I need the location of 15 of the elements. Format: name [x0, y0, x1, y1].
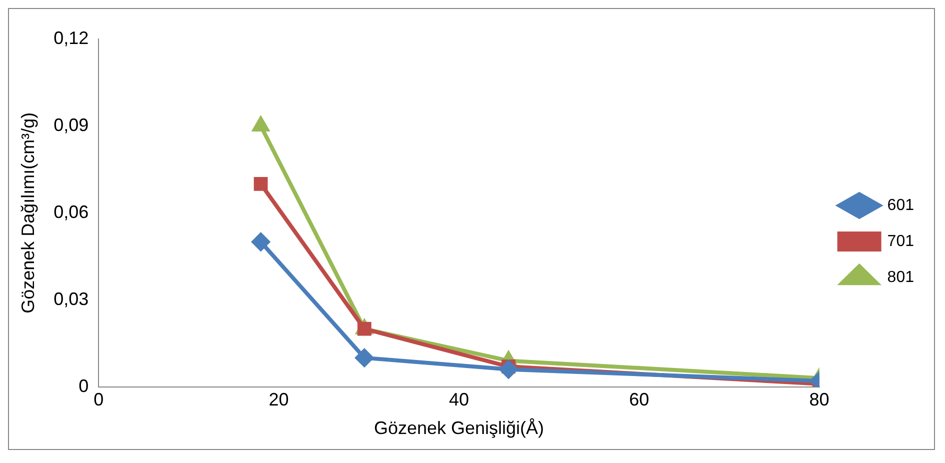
x-tick-label: 20 [268, 390, 289, 410]
y-tick-label: 0,09 [54, 114, 89, 135]
y-tick-label: 0,12 [54, 28, 89, 48]
x-tick-label: 60 [629, 390, 650, 410]
x-axis-title: Gözenek Genişliği(Å) [374, 418, 544, 438]
x-tick-label: 80 [809, 390, 830, 410]
y-tick-label: 0,06 [54, 202, 89, 222]
legend-label: 701 [887, 232, 914, 250]
x-tick-label: 40 [448, 390, 469, 410]
y-tick-label: 0,03 [54, 288, 89, 309]
legend-label: 601 [887, 196, 914, 214]
x-tick-label: 0 [94, 390, 104, 410]
y-axis-title: Gözenek Dağılımı(cm³/g) [18, 112, 38, 314]
y-tick-label: 0 [78, 376, 89, 396]
legend-label: 801 [887, 268, 914, 286]
